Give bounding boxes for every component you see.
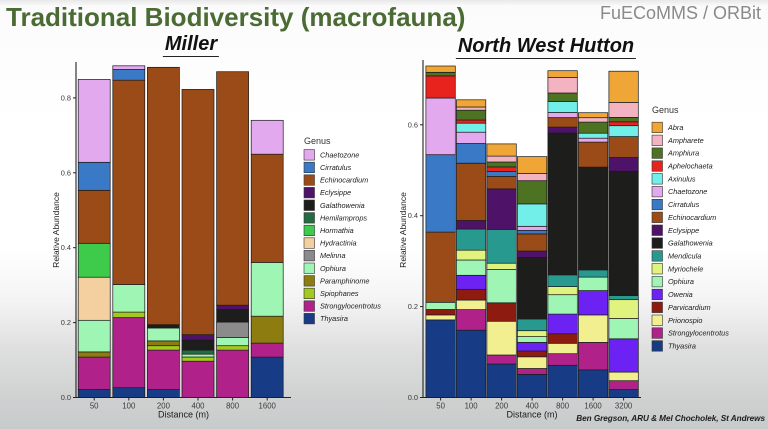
- svg-text:Mendicula: Mendicula: [668, 252, 701, 261]
- svg-text:Hydractinia: Hydractinia: [320, 239, 357, 248]
- svg-text:Prionospio: Prionospio: [668, 316, 702, 325]
- svg-text:Thyasira: Thyasira: [320, 314, 348, 323]
- svg-text:100: 100: [122, 402, 136, 411]
- svg-text:Spiophanes: Spiophanes: [320, 289, 359, 298]
- svg-text:50: 50: [436, 402, 445, 411]
- svg-text:Echinocardium: Echinocardium: [320, 176, 368, 185]
- svg-text:Chaetozone: Chaetozone: [668, 187, 707, 196]
- svg-text:400: 400: [191, 402, 205, 411]
- svg-text:Cirratulus: Cirratulus: [668, 200, 700, 209]
- svg-text:0.0: 0.0: [61, 393, 71, 402]
- svg-text:Thyasira: Thyasira: [668, 342, 696, 351]
- svg-text:Relative Abundance: Relative Abundance: [398, 192, 408, 268]
- svg-text:Distance (m): Distance (m): [506, 410, 557, 420]
- svg-text:Abra: Abra: [667, 123, 683, 132]
- svg-text:Ophiura: Ophiura: [668, 277, 694, 286]
- svg-text:Axinulus: Axinulus: [667, 174, 696, 183]
- svg-text:Galathowenia: Galathowenia: [320, 201, 365, 210]
- svg-text:Genus: Genus: [304, 136, 331, 146]
- svg-text:Melinna: Melinna: [320, 251, 346, 260]
- svg-text:200: 200: [157, 402, 171, 411]
- svg-text:0.0: 0.0: [408, 393, 418, 402]
- svg-text:400: 400: [526, 402, 540, 411]
- svg-text:1600: 1600: [259, 402, 277, 411]
- svg-text:1600: 1600: [584, 402, 602, 411]
- svg-text:Owenia: Owenia: [668, 290, 693, 299]
- svg-text:Parvicardium: Parvicardium: [668, 303, 711, 312]
- svg-text:800: 800: [556, 402, 570, 411]
- svg-text:Strongylocentrotus: Strongylocentrotus: [668, 329, 729, 338]
- svg-text:Eclysippe: Eclysippe: [320, 188, 351, 197]
- svg-text:Cirratulus: Cirratulus: [320, 163, 352, 172]
- svg-text:0.6: 0.6: [408, 120, 418, 129]
- svg-text:Galathowenia: Galathowenia: [668, 239, 713, 248]
- svg-text:Ophiura: Ophiura: [320, 264, 346, 273]
- svg-text:50: 50: [90, 402, 99, 411]
- svg-text:0.6: 0.6: [61, 168, 71, 177]
- svg-text:Hormathia: Hormathia: [320, 226, 354, 235]
- svg-text:Paramphinome: Paramphinome: [320, 276, 369, 285]
- svg-text:800: 800: [226, 402, 240, 411]
- svg-text:Relative Abundance: Relative Abundance: [51, 192, 61, 268]
- svg-text:Myriochele: Myriochele: [668, 264, 703, 273]
- svg-text:Genus: Genus: [652, 105, 679, 115]
- svg-text:0.4: 0.4: [408, 211, 418, 220]
- svg-text:100: 100: [465, 402, 479, 411]
- svg-text:0.8: 0.8: [61, 93, 71, 102]
- svg-text:200: 200: [495, 402, 509, 411]
- svg-text:Aphelochaeta: Aphelochaeta: [667, 162, 713, 171]
- svg-text:Ampharete: Ampharete: [667, 136, 704, 145]
- svg-text:3200: 3200: [615, 402, 633, 411]
- svg-text:Strongylocentrotus: Strongylocentrotus: [320, 302, 381, 311]
- svg-text:Eclysippe: Eclysippe: [668, 226, 699, 235]
- svg-text:Hemilamprops: Hemilamprops: [320, 213, 367, 222]
- svg-text:Chaetozone: Chaetozone: [320, 150, 359, 159]
- svg-text:Amphiura: Amphiura: [667, 149, 699, 158]
- svg-text:0.4: 0.4: [61, 243, 71, 252]
- svg-text:Echinocardium: Echinocardium: [668, 213, 716, 222]
- svg-text:0.2: 0.2: [61, 318, 71, 327]
- svg-text:0.2: 0.2: [408, 302, 418, 311]
- svg-text:Distance (m): Distance (m): [158, 410, 209, 420]
